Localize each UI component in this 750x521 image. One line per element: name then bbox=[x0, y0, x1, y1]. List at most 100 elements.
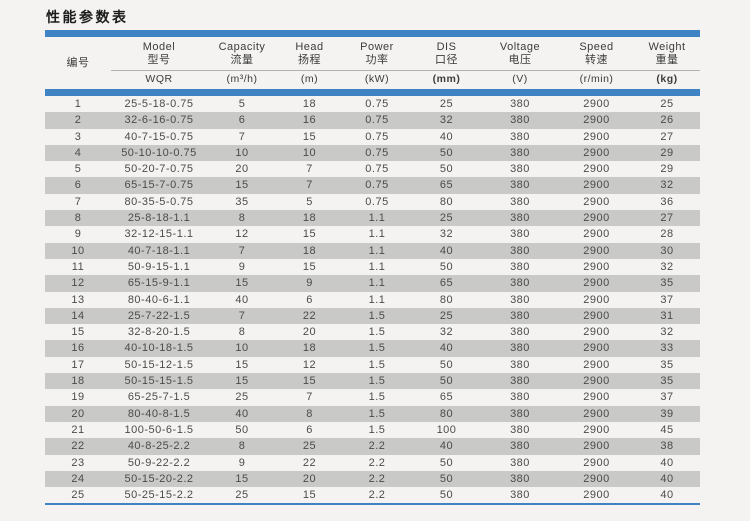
table-cell: 32 bbox=[439, 228, 454, 241]
table-cell: 6 bbox=[306, 293, 313, 306]
page-title: 性能参数表 bbox=[46, 9, 129, 25]
table-cell: 6 bbox=[306, 423, 313, 436]
table-cell: 25-8-18-1.1 bbox=[127, 212, 191, 225]
table-cell: 0.75 bbox=[365, 130, 389, 143]
table-cell: 35 bbox=[660, 277, 674, 290]
table-cell: 380 bbox=[510, 407, 530, 420]
table-cell: 7 bbox=[238, 309, 246, 322]
table-cell: 31 bbox=[660, 309, 674, 322]
table-cell: 40 bbox=[235, 293, 249, 306]
table-cell: 50 bbox=[439, 456, 454, 469]
table-cell: 2900 bbox=[583, 456, 610, 469]
table-cell: 40 bbox=[660, 456, 674, 469]
table-cell: 2900 bbox=[583, 440, 610, 453]
table-cell: 0.75 bbox=[365, 195, 389, 208]
table-cell: 1.5 bbox=[368, 342, 386, 355]
table-cell: 50-9-22-2.2 bbox=[127, 456, 191, 469]
table-row: 16 40-10-18-1.5 10 18 1.5 40 380 2900 33 bbox=[45, 340, 700, 357]
table-cell: 7 bbox=[238, 130, 246, 143]
table-cell: 65-15-7-0.75 bbox=[124, 179, 194, 192]
table-cell: 22 bbox=[302, 309, 317, 322]
table-cell: 33 bbox=[660, 342, 674, 355]
table-cell: 32 bbox=[439, 326, 454, 339]
table-cell: 2.2 bbox=[368, 456, 386, 469]
table-cell: 50-20-7-0.75 bbox=[124, 163, 194, 176]
table-cell: 7 bbox=[306, 391, 313, 404]
table-cell: 5 bbox=[306, 195, 313, 208]
table-cell: 2900 bbox=[583, 98, 610, 110]
table-row: 2 32-6-16-0.75 6 16 0.75 32 380 2900 26 bbox=[45, 112, 700, 129]
table-cell: 2 bbox=[74, 114, 82, 127]
performance-parameters-table: 编号 Model 型号 Capacity 流量 Head 扬程 Power bbox=[45, 30, 700, 506]
table-cell: 24 bbox=[71, 472, 85, 485]
table-cell: 380 bbox=[510, 326, 530, 339]
table-cell: 25-5-18-0.75 bbox=[124, 98, 194, 110]
table-cell: 20 bbox=[302, 326, 317, 339]
table-cell: 0.75 bbox=[365, 114, 389, 127]
table-row: 21 100-50-6-1.5 50 6 1.5 100 380 2900 45 bbox=[45, 422, 700, 438]
table-cell: 380 bbox=[510, 375, 530, 388]
table-cell: 32 bbox=[660, 179, 674, 192]
table-cell: 40-10-18-1.5 bbox=[124, 342, 194, 355]
table-cell: 380 bbox=[510, 440, 530, 453]
table-cell: 50-25-15-2.2 bbox=[111, 487, 207, 506]
table-header: 编号 Model 型号 Capacity 流量 Head 扬程 Power bbox=[45, 30, 700, 96]
table-cell: 32 bbox=[439, 114, 454, 127]
table-cell: 3 bbox=[74, 130, 82, 143]
table-cell: 2900 bbox=[583, 375, 610, 388]
table-cell: 380 bbox=[510, 391, 530, 404]
table-cell: 40 bbox=[439, 244, 454, 257]
table-cell: 0.75 bbox=[365, 179, 389, 192]
unit-weight: (kg) bbox=[634, 70, 700, 96]
table-cell: 25 bbox=[45, 487, 111, 506]
column-header-capacity-zh: 流量 bbox=[230, 54, 254, 66]
column-header-speed: Speed 转速 bbox=[559, 30, 634, 71]
table-cell: 0.75 bbox=[365, 146, 389, 159]
column-header-head-zh: 扬程 bbox=[298, 54, 321, 66]
table-cell: 2900 bbox=[583, 212, 610, 225]
table-row: 7 80-35-5-0.75 35 5 0.75 80 380 2900 36 bbox=[45, 194, 700, 210]
table-cell: 380 bbox=[510, 423, 530, 436]
table-cell: 50 bbox=[439, 260, 454, 273]
table-cell: 80-40-8-1.5 bbox=[127, 407, 191, 420]
table-cell: 380 bbox=[510, 472, 530, 485]
table-cell: 380 bbox=[510, 293, 530, 306]
table-cell: 40 bbox=[439, 342, 454, 355]
table-cell: 0.75 bbox=[365, 163, 389, 176]
table-cell: 29 bbox=[660, 146, 674, 159]
table-cell: 40-8-25-2.2 bbox=[127, 440, 191, 453]
table-cell: 15 bbox=[302, 260, 317, 273]
table-cell: 7 bbox=[306, 179, 313, 192]
table-cell: 22 bbox=[302, 456, 317, 469]
table-cell: 50 bbox=[439, 358, 454, 371]
table-cell: 380 bbox=[510, 130, 530, 143]
table-cell: 17 bbox=[71, 358, 85, 371]
table-cell: 380 bbox=[510, 244, 530, 257]
table-cell: 32-6-16-0.75 bbox=[124, 114, 194, 127]
table-cell: 9 bbox=[238, 260, 246, 273]
table-cell: 1.5 bbox=[368, 375, 386, 388]
column-header-weight-en: Weight bbox=[648, 41, 686, 53]
table-cell: 80 bbox=[439, 195, 454, 208]
column-header-model: Model 型号 bbox=[111, 30, 207, 71]
table-cell: 65 bbox=[439, 179, 454, 192]
table-row: 9 32-12-15-1.1 12 15 1.1 32 380 2900 28 bbox=[45, 226, 700, 242]
table-cell: 1.1 bbox=[368, 244, 386, 257]
table-cell: 380 bbox=[510, 212, 530, 225]
table-row: 4 50-10-10-0.75 10 10 0.75 50 380 2900 29 bbox=[45, 144, 700, 162]
column-header-speed-en: Speed bbox=[579, 41, 614, 53]
table-cell: 40 bbox=[634, 487, 700, 506]
table-cell: 2900 bbox=[583, 244, 610, 257]
table-cell: 2900 bbox=[583, 472, 610, 485]
table-cell: 27 bbox=[660, 130, 674, 143]
table-cell: 2900 bbox=[583, 163, 610, 176]
table-cell: 32-8-20-1.5 bbox=[127, 326, 191, 339]
table-cell: 2900 bbox=[583, 326, 610, 339]
table-cell: 380 bbox=[510, 456, 530, 469]
table-cell: 12 bbox=[235, 228, 249, 241]
table-row: 5 50-20-7-0.75 20 7 0.75 50 380 2900 29 bbox=[45, 161, 700, 177]
table-row: 12 65-15-9-1.1 15 9 1.1 65 380 2900 35 bbox=[45, 275, 700, 292]
column-header-voltage-en: Voltage bbox=[499, 41, 541, 53]
column-header-head: Head 扬程 bbox=[277, 30, 342, 71]
